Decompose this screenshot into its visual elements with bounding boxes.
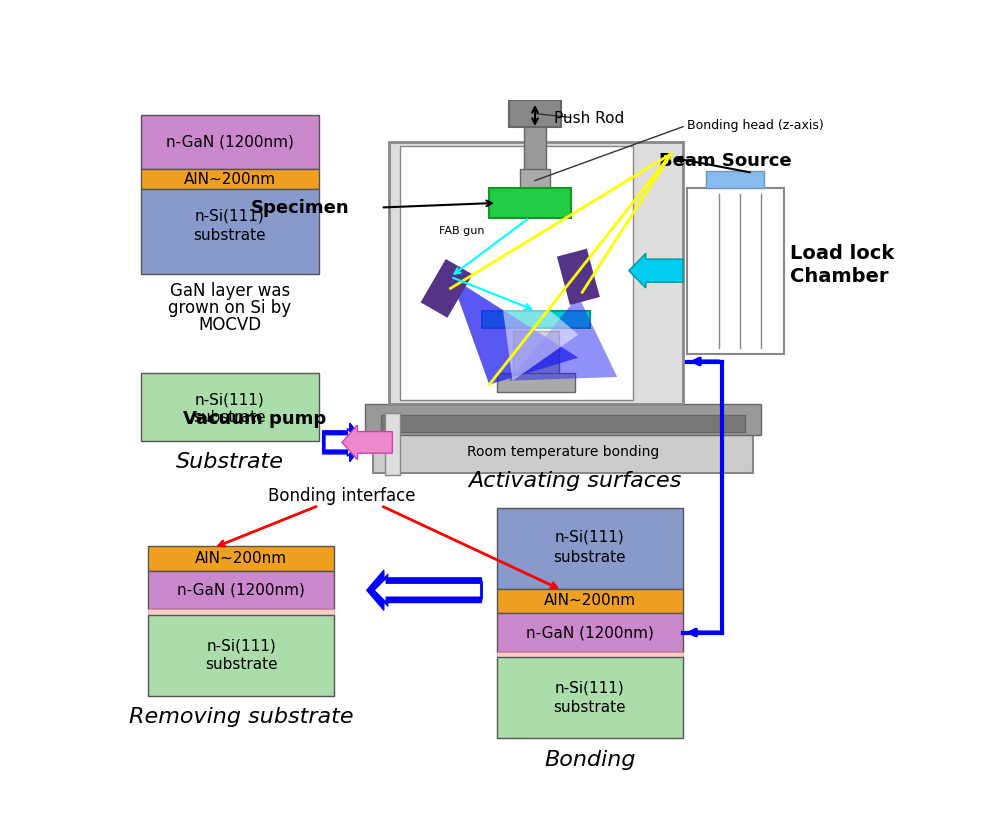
Bar — [148, 571, 334, 609]
Bar — [140, 189, 319, 273]
Bar — [497, 657, 683, 738]
Bar — [497, 588, 683, 613]
Bar — [365, 404, 761, 435]
Bar — [497, 508, 683, 588]
Text: n-Si(111): n-Si(111) — [195, 392, 264, 407]
FancyArrow shape — [342, 425, 392, 460]
Text: Beam Source: Beam Source — [659, 152, 792, 170]
Text: Substrate: Substrate — [176, 452, 284, 472]
Text: Load lock: Load lock — [790, 244, 894, 263]
Text: Room temperature bonding: Room temperature bonding — [467, 445, 659, 459]
Bar — [381, 416, 745, 432]
Text: grown on Si by: grown on Si by — [168, 298, 291, 317]
Text: FAB gun: FAB gun — [439, 226, 484, 236]
Text: n-GaN (1200nm): n-GaN (1200nm) — [166, 135, 294, 150]
Bar — [497, 373, 574, 392]
Bar — [520, 169, 550, 189]
Text: Specimen: Specimen — [251, 199, 350, 217]
Text: GaN layer was: GaN layer was — [170, 282, 290, 300]
Bar — [482, 312, 590, 328]
Text: substrate: substrate — [205, 657, 278, 672]
Text: substrate: substrate — [554, 550, 626, 565]
Bar — [489, 189, 571, 218]
Polygon shape — [421, 259, 473, 317]
Text: AlN~200nm: AlN~200nm — [544, 593, 636, 608]
Text: n-GaN (1200nm): n-GaN (1200nm) — [526, 625, 654, 640]
Bar — [524, 100, 546, 199]
Bar — [497, 652, 683, 657]
Text: Push Rod: Push Rod — [554, 111, 624, 126]
Text: Bonding: Bonding — [544, 750, 636, 770]
Text: substrate: substrate — [193, 228, 266, 243]
Bar — [388, 142, 683, 404]
Text: Bonding head (z-axis): Bonding head (z-axis) — [687, 119, 824, 131]
Bar — [140, 373, 319, 440]
Polygon shape — [450, 277, 578, 385]
Text: Chamber: Chamber — [790, 268, 888, 287]
Text: Activating surfaces: Activating surfaces — [468, 471, 681, 491]
Text: AlN~200nm: AlN~200nm — [195, 551, 287, 566]
Bar — [706, 171, 764, 189]
FancyArrow shape — [325, 429, 360, 456]
Bar — [509, 100, 561, 126]
FancyArrow shape — [629, 253, 683, 288]
Polygon shape — [497, 265, 578, 381]
Bar — [373, 430, 753, 473]
Text: n-Si(111): n-Si(111) — [555, 681, 625, 696]
Bar — [148, 615, 334, 696]
Text: AlN~200nm: AlN~200nm — [184, 171, 276, 186]
Text: substrate: substrate — [193, 411, 266, 425]
Text: MOCVD: MOCVD — [198, 316, 261, 333]
Bar — [400, 146, 633, 400]
Bar — [687, 189, 784, 354]
FancyArrow shape — [373, 577, 482, 604]
Polygon shape — [557, 248, 600, 305]
Text: substrate: substrate — [554, 700, 626, 715]
Text: Bonding interface: Bonding interface — [268, 487, 416, 505]
Text: Vacuum pump: Vacuum pump — [183, 411, 326, 428]
Text: n-Si(111): n-Si(111) — [195, 209, 264, 224]
Polygon shape — [509, 296, 617, 381]
Text: Removing substrate: Removing substrate — [129, 707, 354, 727]
Bar — [497, 613, 683, 652]
Text: n-GaN (1200nm): n-GaN (1200nm) — [177, 583, 305, 597]
Text: n-Si(111): n-Si(111) — [555, 529, 625, 544]
Bar — [512, 331, 559, 377]
FancyArrow shape — [367, 570, 482, 610]
Bar — [140, 116, 319, 169]
Bar — [148, 546, 334, 571]
Bar — [140, 169, 319, 189]
Text: n-Si(111): n-Si(111) — [206, 638, 276, 653]
Bar — [148, 609, 334, 615]
FancyArrow shape — [323, 423, 365, 461]
Bar — [385, 413, 400, 475]
